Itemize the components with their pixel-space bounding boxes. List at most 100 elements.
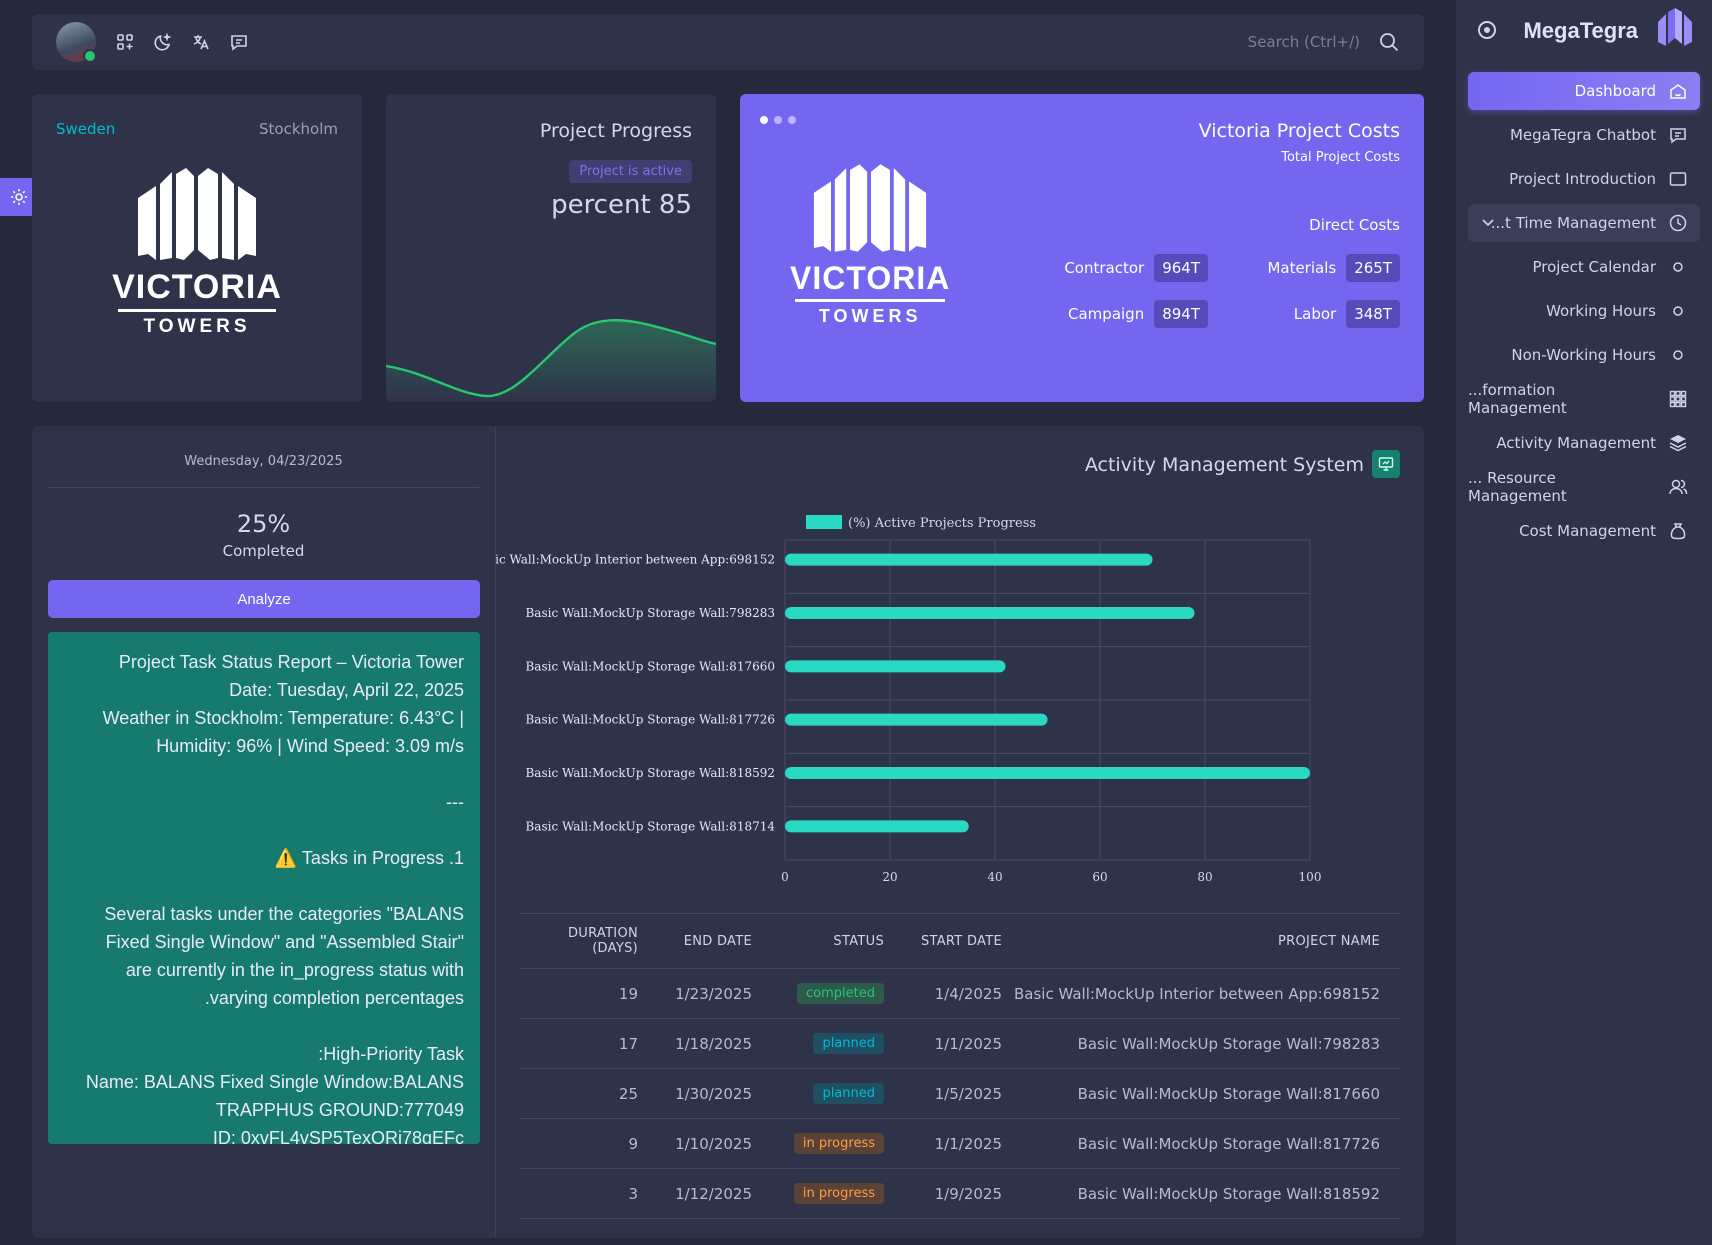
cell-end-date: 1/10/2025 — [675, 1134, 752, 1153]
report-line: .varying completion percentages — [204, 988, 464, 1008]
grid-icon[interactable] — [115, 32, 135, 52]
report-line: ⚠️ Tasks in Progress .1 — [274, 848, 464, 868]
bar[interactable] — [785, 553, 1153, 566]
cell-project-name: Basic Wall:MockUp Storage Wall:798283 — [1077, 1034, 1380, 1053]
x-tick-label: 40 — [987, 870, 1002, 884]
sidebar-item-dashboard[interactable]: Dashboard — [1468, 72, 1700, 110]
costs-title: Victoria Project Costs — [1198, 120, 1400, 142]
bar[interactable] — [785, 660, 1006, 673]
location-card: Sweden Stockholm VICTORIA TOWERS — [32, 94, 362, 402]
chevron-down-icon[interactable] — [1480, 214, 1496, 230]
bar[interactable] — [785, 713, 1048, 726]
x-tick-label: 60 — [1092, 870, 1107, 884]
search-placeholder[interactable]: Search (Ctrl+/) — [1247, 33, 1360, 51]
cell-end-date: 1/18/2025 — [675, 1034, 752, 1053]
presentation-icon[interactable] — [1372, 450, 1400, 478]
status-report[interactable]: Project Task Status Report – Victoria To… — [48, 632, 480, 1144]
cost-item-campaign: Campaign 894T — [1068, 300, 1208, 328]
sidebar-item-project-calendar[interactable]: Project Calendar — [1468, 248, 1700, 286]
status-badge: completed — [797, 983, 884, 1004]
category-label: Basic Wall:MockUp Storage Wall:817660 — [525, 659, 775, 673]
x-tick-label: 100 — [1299, 870, 1322, 884]
active-projects-bar-chart: (%) Active Projects Progress Basic Wall:… — [496, 515, 1322, 884]
circle-icon — [1668, 345, 1688, 365]
search-bar[interactable]: Search (Ctrl+/) — [1248, 31, 1400, 53]
report-line: Project Task Status Report – Victoria To… — [118, 652, 464, 672]
header-project-name[interactable]: PROJECT NAME — [1278, 933, 1380, 949]
analyze-button[interactable]: Analyze — [48, 580, 480, 618]
sidebar-item-chatbot[interactable]: MegaTegra Chatbot — [1468, 116, 1700, 154]
cell-duration: 19 — [618, 984, 638, 1003]
cost-label: Materials — [1267, 259, 1337, 277]
carousel-dot[interactable] — [760, 116, 768, 124]
sidebar-item-resource-management[interactable]: ... Resource Management — [1468, 468, 1700, 506]
sidebar-item-project-introduction[interactable]: Project Introduction — [1468, 160, 1700, 198]
progress-title: Project Progress — [539, 120, 692, 142]
user-avatar[interactable] — [56, 22, 97, 63]
header-end-date[interactable]: END DATE — [683, 933, 752, 949]
completion-percent: 25% — [236, 510, 291, 538]
report-line: TRAPPHUS GROUND:777049 — [215, 1100, 464, 1120]
towers-icon — [138, 168, 256, 260]
table-row[interactable]: 3 1/12/2025 in progress 1/9/2025 Basic W… — [520, 1169, 1400, 1219]
table-row[interactable]: 9 1/10/2025 in progress 1/1/2025 Basic W… — [520, 1119, 1400, 1169]
category-label: Basic Wall:MockUp Storage Wall:818592 — [525, 766, 775, 780]
chat-icon — [1668, 125, 1688, 145]
stack-icon — [1668, 433, 1688, 453]
menu-toggle-icon[interactable] — [1478, 21, 1496, 39]
bar[interactable] — [785, 767, 1310, 779]
bar[interactable] — [785, 820, 969, 833]
search-icon[interactable] — [1378, 31, 1400, 53]
cost-item-contractor: Contractor 964T — [1064, 254, 1208, 282]
table-row[interactable]: 19 1/23/2025 completed 1/4/2025 Basic Wa… — [520, 969, 1400, 1019]
summary-pane: Wednesday, 04/23/2025 25% Completed Anal… — [32, 426, 496, 1238]
cost-label: Contractor — [1064, 259, 1145, 277]
sidebar-item-label: Activity Management — [1496, 434, 1656, 452]
settings-tab[interactable] — [0, 178, 38, 216]
sidebar-item-activity-management[interactable]: Activity Management — [1468, 424, 1700, 462]
sidebar-item-label: ... Resource Management — [1468, 469, 1567, 505]
sidebar-item-non-working-hours[interactable]: Non-Working Hours — [1468, 336, 1700, 374]
carousel-dot[interactable] — [788, 116, 796, 124]
status-badge: in progress — [793, 1183, 884, 1204]
progress-value: percent 85 — [551, 190, 692, 220]
activity-pane: Activity Management System (%) Active Pr… — [496, 426, 1424, 1238]
moon-icon[interactable] — [153, 32, 173, 52]
sidebar-item-working-hours[interactable]: Working Hours — [1468, 292, 1700, 330]
cell-end-date: 1/12/2025 — [675, 1184, 752, 1203]
translate-icon[interactable] — [191, 32, 211, 52]
bag-icon — [1668, 521, 1688, 541]
table-row[interactable]: 25 1/30/2025 planned 1/5/2025 Basic Wall… — [520, 1069, 1400, 1119]
brand: MegaTegra — [1456, 8, 1712, 48]
bar[interactable] — [785, 607, 1195, 619]
x-tick-label: 20 — [882, 870, 897, 884]
grid-icon — [1668, 389, 1688, 409]
activity-card: Wednesday, 04/23/2025 25% Completed Anal… — [32, 426, 1424, 1238]
header-duration[interactable]: DURATION (DAYS) — [567, 926, 638, 956]
cell-start-date: 1/1/2025 — [934, 1134, 1002, 1153]
table-header: DURATION (DAYS) END DATE STATUS START DA… — [520, 913, 1400, 969]
country-label: Sweden — [56, 120, 116, 138]
report-line: Weather in Stockholm: Temperature: 6.43°… — [102, 708, 464, 728]
header-start-date[interactable]: START DATE — [920, 933, 1002, 949]
sidebar-item-time-management[interactable]: ...t Time Management — [1468, 204, 1700, 242]
cell-project-name: Basic Wall:MockUp Interior between App:6… — [1014, 984, 1380, 1003]
cost-label: Labor — [1293, 305, 1337, 323]
cell-duration: 25 — [618, 1084, 638, 1103]
x-tick-label: 80 — [1197, 870, 1212, 884]
message-icon[interactable] — [229, 32, 249, 52]
cell-duration: 3 — [628, 1184, 638, 1203]
carousel-dot[interactable] — [774, 116, 782, 124]
gear-icon[interactable] — [9, 187, 29, 207]
report-line: --- — [446, 792, 464, 812]
sidebar-item-label: Dashboard — [1574, 82, 1656, 100]
victoria-towers-logo: VICTORIA TOWERS — [32, 168, 362, 338]
category-label: Basic Wall:MockUp Storage Wall:817726 — [525, 713, 775, 727]
sidebar-item-information-management[interactable]: ...formation Management — [1468, 380, 1700, 418]
sidebar-item-label: ...formation Management — [1468, 381, 1567, 417]
sidebar-item-label: Cost Management — [1519, 522, 1656, 540]
sidebar-item-cost-management[interactable]: Cost Management — [1468, 512, 1700, 550]
report-line: Humidity: 96% | Wind Speed: 3.09 m/s — [156, 736, 464, 756]
table-row[interactable]: 17 1/18/2025 planned 1/1/2025 Basic Wall… — [520, 1019, 1400, 1069]
header-status[interactable]: STATUS — [833, 933, 884, 949]
